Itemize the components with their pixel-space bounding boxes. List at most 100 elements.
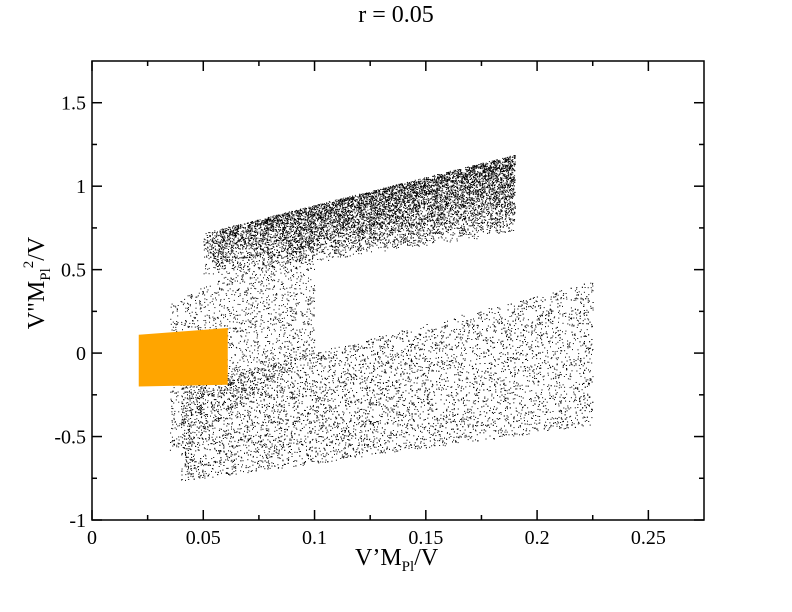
- scatter-point: [232, 251, 234, 253]
- scatter-point: [474, 174, 476, 176]
- scatter-point: [504, 164, 506, 166]
- scatter-point: [407, 229, 408, 231]
- scatter-point: [459, 170, 461, 172]
- scatter-point: [497, 188, 499, 190]
- scatter-point: [372, 200, 374, 202]
- scatter-point: [317, 231, 318, 233]
- scatter-point: [487, 222, 488, 224]
- scatter-point: [442, 177, 444, 179]
- scatter-point: [388, 198, 390, 200]
- scatter-point: [339, 204, 340, 206]
- scatter-point: [317, 207, 319, 209]
- scatter-point: [288, 232, 290, 234]
- scatter-point: [467, 176, 469, 178]
- scatter-point: [259, 255, 261, 257]
- scatter-point: [359, 198, 361, 200]
- scatter-point: [461, 203, 463, 205]
- scatter-point: [478, 211, 480, 213]
- scatter-point: [262, 237, 264, 239]
- scatter-point: [320, 218, 322, 220]
- scatter-point: [416, 206, 418, 208]
- scatter-point: [512, 182, 514, 184]
- scatter-point: [412, 245, 414, 247]
- scatter-point: [281, 229, 283, 231]
- scatter-point: [468, 216, 470, 218]
- scatter-point: [447, 207, 449, 209]
- scatter-point: [338, 240, 340, 242]
- scatter-point: [341, 235, 343, 237]
- scatter-point: [455, 178, 457, 180]
- scatter-point: [274, 240, 276, 242]
- scatter-point: [422, 189, 424, 191]
- scatter-point: [455, 211, 457, 213]
- scatter-point: [214, 242, 216, 244]
- scatter-point: [449, 218, 451, 220]
- scatter-point: [245, 243, 247, 245]
- scatter-point: [277, 243, 279, 245]
- scatter-point: [391, 233, 393, 235]
- scatter-point: [448, 177, 450, 179]
- scatter-point: [262, 267, 264, 269]
- scatter-point: [226, 271, 228, 273]
- scatter-point: [309, 249, 311, 251]
- scatter-point: [504, 191, 506, 193]
- scatter-point: [311, 208, 313, 210]
- scatter-point: [403, 202, 405, 204]
- scatter-point: [482, 177, 484, 179]
- scatter-point: [475, 186, 477, 188]
- scatter-point: [282, 230, 284, 232]
- scatter-point: [217, 255, 219, 257]
- scatter-point: [485, 179, 487, 180]
- scatter-point: [253, 236, 255, 238]
- scatter-point: [448, 210, 450, 212]
- scatter-point: [410, 230, 412, 232]
- scatter-point: [362, 196, 364, 197]
- scatter-point: [342, 213, 344, 215]
- scatter-point: [426, 238, 427, 240]
- scatter-point: [350, 197, 352, 199]
- scatter-point: [342, 216, 344, 218]
- scatter-point: [389, 223, 390, 225]
- scatter-point: [445, 184, 447, 186]
- scatter-point: [487, 163, 489, 165]
- scatter-point: [272, 229, 274, 230]
- scatter-point: [505, 177, 507, 179]
- scatter-point: [253, 238, 255, 240]
- scatter-point: [451, 194, 452, 196]
- scatter-point: [310, 239, 312, 241]
- scatter-point: [300, 231, 302, 233]
- scatter-point: [494, 163, 496, 165]
- scatter-point: [366, 238, 368, 240]
- scatter-point: [226, 229, 227, 231]
- scatter-point: [220, 240, 222, 242]
- scatter-point: [390, 220, 392, 221]
- scatter-point: [238, 224, 240, 226]
- scatter-point: [467, 229, 469, 231]
- scatter-point: [404, 233, 406, 235]
- scatter-point: [458, 220, 459, 222]
- scatter-point: [381, 212, 383, 214]
- scatter-point: [407, 244, 409, 246]
- scatter-point: [348, 217, 350, 219]
- scatter-point: [481, 166, 483, 168]
- scatter-point: [447, 185, 449, 187]
- scatter-point: [265, 250, 267, 252]
- scatter-point: [461, 182, 462, 184]
- scatter-point: [379, 238, 380, 240]
- scatter-point: [299, 239, 301, 241]
- scatter-point: [267, 221, 269, 223]
- scatter-point: [243, 232, 245, 234]
- scatter-point: [267, 246, 269, 248]
- scatter-point: [473, 170, 475, 172]
- scatter-point: [457, 170, 459, 172]
- scatter-point: [492, 224, 494, 226]
- scatter-point: [504, 159, 506, 161]
- scatter-point: [315, 228, 317, 230]
- scatter-point: [381, 198, 383, 200]
- scatter-point: [311, 231, 313, 232]
- scatter-point: [262, 234, 264, 236]
- scatter-point: [316, 250, 318, 252]
- scatter-point: [485, 174, 487, 176]
- scatter-point: [334, 226, 336, 228]
- scatter-point: [380, 226, 382, 227]
